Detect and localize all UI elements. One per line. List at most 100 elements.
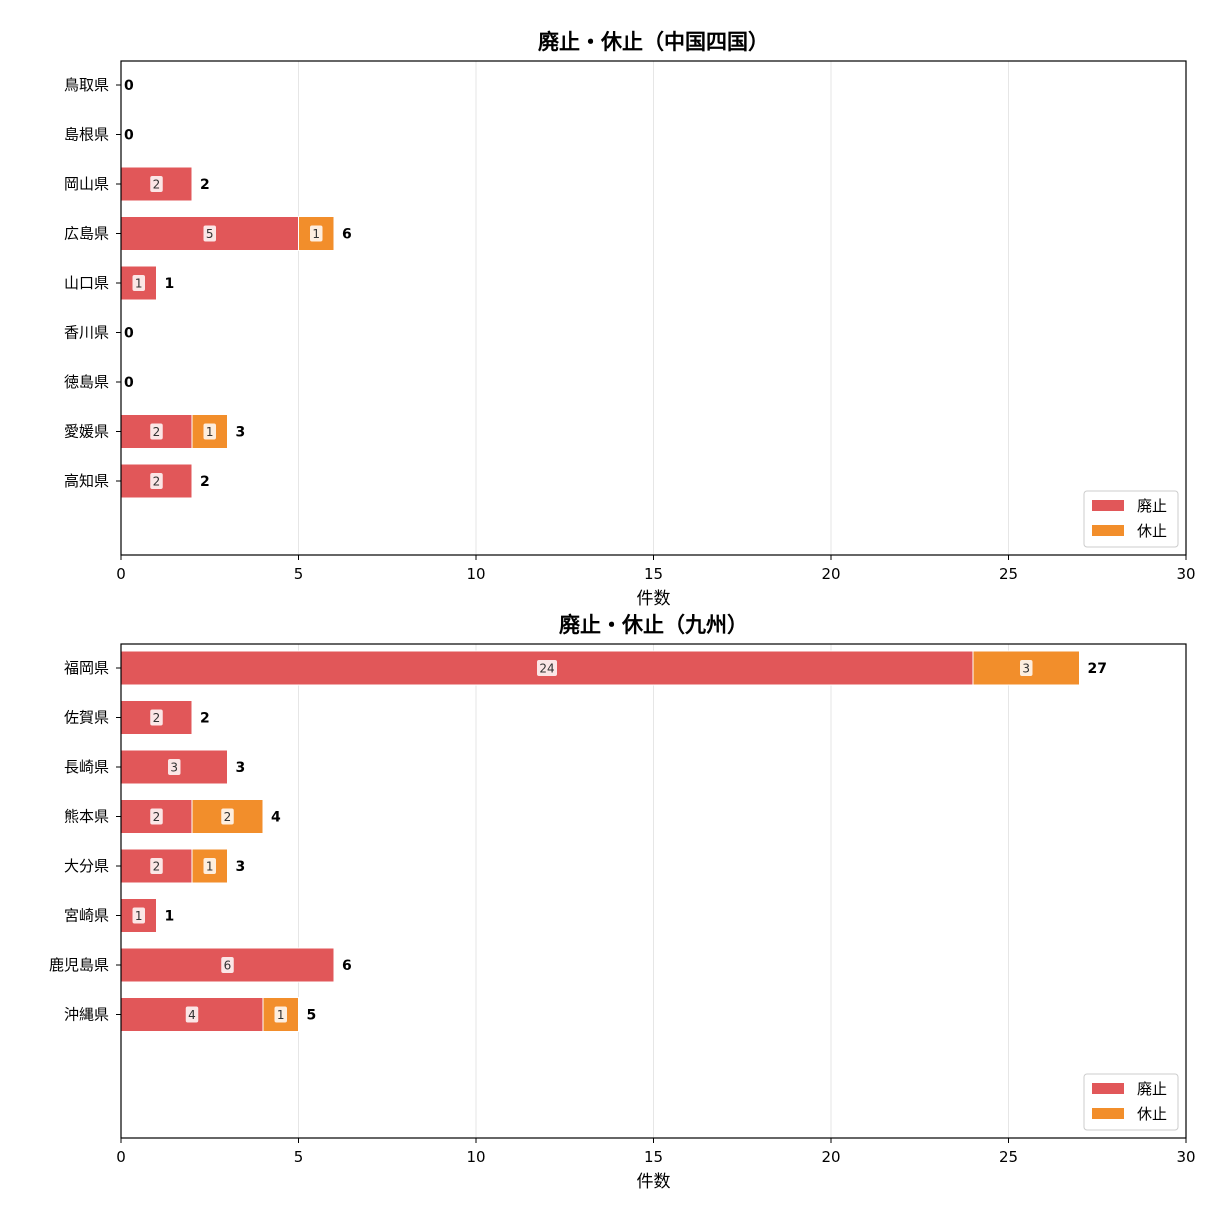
- x-tick-label: 15: [644, 1148, 663, 1166]
- segment-value-label: 2: [153, 178, 161, 192]
- legend-swatch: [1092, 1083, 1124, 1094]
- segment-value-label: 24: [539, 662, 554, 676]
- segment-label-box: [203, 858, 216, 874]
- chart-title: 廃止・休止（中国四国）: [538, 30, 769, 54]
- segment-value-label: 1: [135, 909, 143, 923]
- x-tick-label: 30: [1176, 1148, 1195, 1166]
- segment-value-label: 4: [188, 1008, 196, 1022]
- chart-title: 廃止・休止（九州）: [559, 613, 748, 637]
- x-tick-label: 15: [644, 565, 663, 583]
- total-value-label: 5: [307, 1008, 317, 1024]
- total-value-label: 1: [165, 276, 175, 292]
- segment-label-box: [132, 907, 145, 924]
- category-label: 香川県: [64, 324, 109, 342]
- category-label: 島根県: [64, 126, 109, 144]
- legend-label: 休止: [1137, 1105, 1167, 1123]
- total-value-label: 0: [124, 78, 134, 94]
- total-value-label: 3: [236, 760, 246, 776]
- total-value-label: 2: [200, 177, 210, 193]
- category-label: 福岡県: [64, 659, 109, 677]
- segment-value-label: 6: [224, 959, 232, 973]
- category-label: 愛媛県: [64, 423, 109, 441]
- total-value-label: 1: [165, 909, 175, 925]
- x-axis-label: 件数: [637, 589, 671, 609]
- total-value-label: 2: [200, 711, 210, 727]
- segment-label-box: [221, 808, 234, 825]
- total-value-label: 0: [124, 326, 134, 342]
- segment-value-label: 5: [206, 227, 214, 241]
- total-value-label: 0: [124, 128, 134, 144]
- segment-label-box: [203, 423, 216, 440]
- segment-value-label: 2: [153, 425, 161, 439]
- total-value-label: 2: [200, 474, 210, 490]
- category-label: 広島県: [64, 225, 109, 243]
- category-label: 鳥取県: [64, 76, 109, 94]
- x-tick-label: 30: [1176, 565, 1195, 583]
- category-label: 宮崎県: [64, 907, 109, 925]
- x-tick-label: 20: [821, 565, 840, 583]
- legend-swatch: [1092, 1108, 1124, 1119]
- total-value-label: 6: [342, 958, 352, 974]
- x-tick-label: 20: [821, 1148, 840, 1166]
- x-tick-label: 25: [999, 565, 1018, 583]
- segment-value-label: 1: [206, 860, 214, 874]
- category-label: 山口県: [64, 274, 109, 292]
- segment-label-box: [150, 423, 163, 440]
- segment-label-box: [203, 225, 216, 242]
- category-label: 岡山県: [64, 175, 109, 193]
- segment-value-label: 2: [153, 810, 161, 824]
- total-value-label: 27: [1088, 661, 1107, 677]
- x-axis-label: 件数: [637, 1172, 671, 1192]
- total-value-label: 3: [236, 859, 246, 875]
- category-label: 長崎県: [64, 758, 109, 776]
- segment-label-box: [150, 858, 163, 874]
- segment-value-label: 1: [206, 425, 214, 439]
- segment-value-label: 1: [277, 1008, 285, 1022]
- x-tick-label: 25: [999, 1148, 1018, 1166]
- x-tick-label: 0: [116, 1148, 126, 1166]
- legend-swatch: [1092, 500, 1124, 511]
- category-label: 大分県: [64, 857, 109, 875]
- total-value-label: 3: [236, 425, 246, 441]
- segment-label-box: [132, 275, 145, 291]
- legend-label: 休止: [1137, 522, 1167, 540]
- segment-value-label: 2: [224, 810, 232, 824]
- x-tick-label: 0: [116, 565, 126, 583]
- segment-value-label: 3: [170, 761, 178, 775]
- segment-value-label: 2: [153, 860, 161, 874]
- category-label: 鹿児島県: [49, 956, 109, 974]
- segment-label-box: [150, 473, 163, 489]
- category-label: 沖縄県: [64, 1006, 109, 1024]
- total-value-label: 4: [271, 810, 281, 826]
- legend-label: 廃止: [1137, 497, 1167, 515]
- segment-value-label: 2: [153, 475, 161, 489]
- segment-value-label: 2: [153, 711, 161, 725]
- segment-label-box: [150, 808, 163, 825]
- segment-label-box: [274, 1006, 287, 1023]
- category-label: 高知県: [64, 472, 109, 490]
- category-label: 徳島県: [64, 373, 109, 391]
- x-tick-label: 10: [466, 565, 485, 583]
- segment-label-box: [168, 759, 181, 775]
- segment-label-box: [310, 225, 323, 242]
- legend-label: 廃止: [1137, 1080, 1167, 1098]
- x-tick-label: 5: [294, 565, 304, 583]
- total-value-label: 6: [342, 227, 352, 243]
- total-value-label: 0: [124, 375, 134, 391]
- x-tick-label: 10: [466, 1148, 485, 1166]
- segment-value-label: 1: [312, 227, 320, 241]
- chart-chugoku-shikoku: 廃止・休止（中国四国） 0 鳥取県 0 島根県 2 2 岡山県 5 1 6 広島県 1 1 山口県 0 香川県 0…: [64, 30, 1196, 609]
- category-label: 熊本県: [64, 808, 109, 826]
- legend-swatch: [1092, 525, 1124, 536]
- segment-label-box: [185, 1006, 199, 1023]
- segment-label-box: [150, 709, 163, 726]
- segment-label-box: [537, 660, 557, 676]
- category-label: 佐賀県: [64, 709, 109, 727]
- segment-value-label: 3: [1022, 662, 1030, 676]
- x-tick-label: 5: [294, 1148, 304, 1166]
- segment-label-box: [1020, 660, 1033, 676]
